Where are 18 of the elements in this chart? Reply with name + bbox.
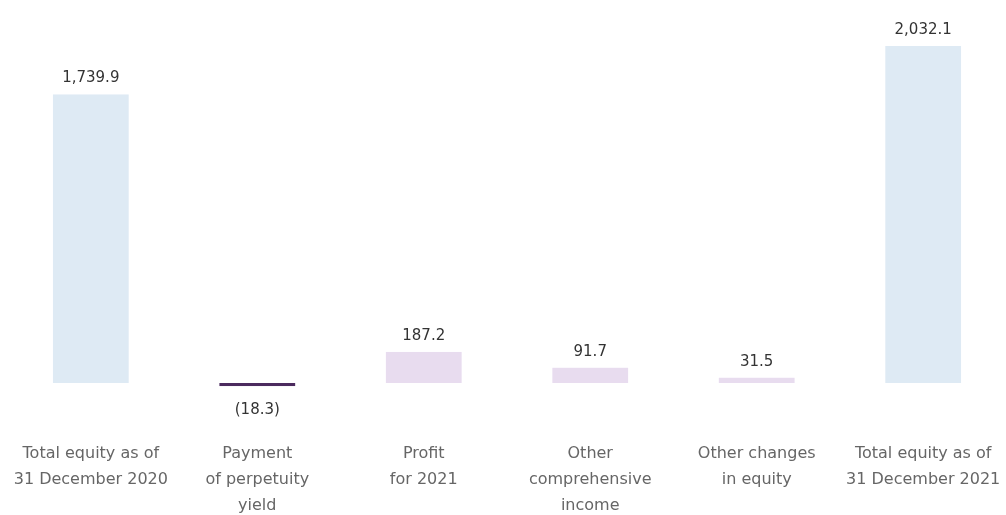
data-label: 91.7: [573, 341, 607, 360]
bar: [885, 46, 962, 383]
x-tick-label: Other comprehensive income: [528, 443, 652, 514]
x-tick-label: Total equity as of 31 December 2021: [846, 443, 1001, 488]
data-label: 1,739.9: [62, 68, 120, 87]
data-label: 31.5: [740, 351, 774, 370]
bar: [219, 383, 296, 387]
x-tick-label: Payment of perpetuity yield: [205, 443, 310, 514]
x-tick-label: Profit for 2021: [389, 443, 458, 488]
x-tick-label: Total equity as of 31 December 2020: [13, 443, 168, 488]
data-label: 187.2: [402, 325, 446, 344]
bar: [718, 377, 795, 383]
data-label: 2,032.1: [894, 20, 952, 38]
data-label: (18.3): [234, 400, 280, 419]
bar: [385, 351, 462, 383]
x-tick-label: Other changes in equity: [697, 443, 816, 488]
bar: [552, 367, 629, 383]
bar: [52, 94, 129, 383]
